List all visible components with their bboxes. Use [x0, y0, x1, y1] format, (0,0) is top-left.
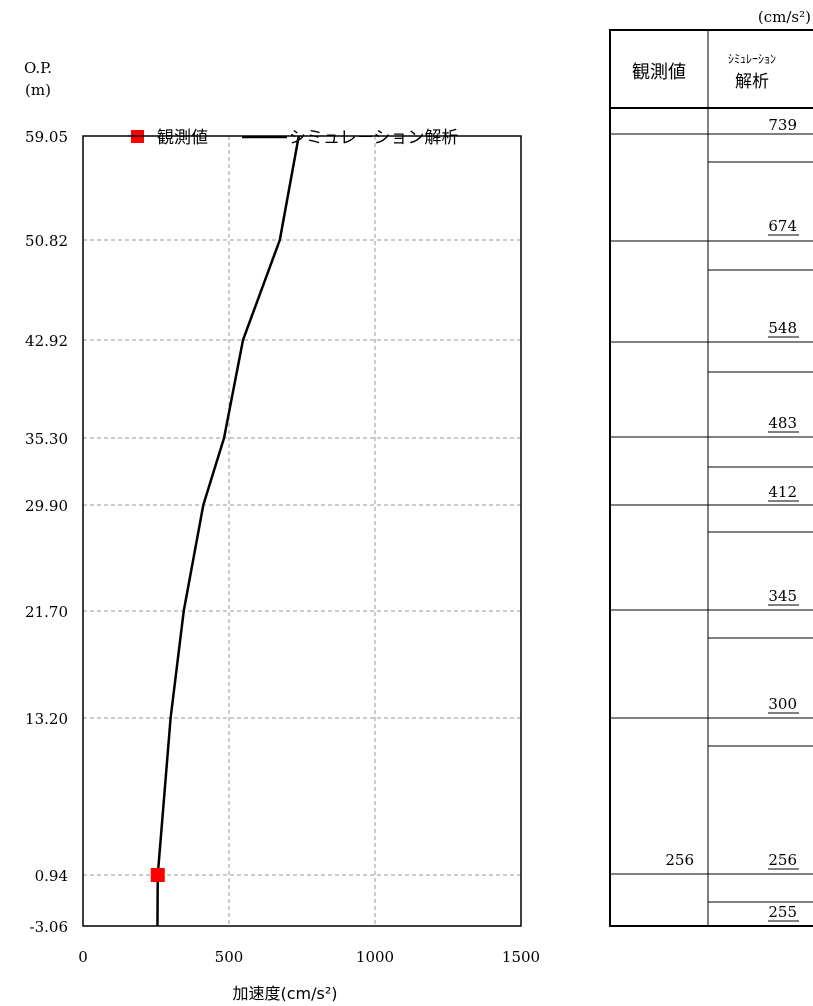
y-tick-label: 13.20 [25, 710, 68, 728]
x-axis-label: 加速度(cm/s²) [232, 984, 337, 1003]
table-cell-simulation: 412 [768, 483, 797, 501]
table-header-sim-line1: ｼﾐｭﾚｰｼｮﾝ [728, 52, 776, 66]
simulation-series-line [156, 135, 301, 927]
x-tick-label: 1500 [502, 948, 540, 966]
table-cell-simulation: 256 [768, 851, 797, 869]
table-cell-observed: 256 [665, 851, 694, 869]
table-header-observed: 観測値 [632, 62, 686, 83]
y-tick-label: 0.94 [35, 867, 68, 885]
x-tick-labels: 0 500 1000 1500 [78, 948, 540, 966]
x-tick-label: 500 [215, 948, 244, 966]
y-tick-label: 21.70 [25, 603, 68, 621]
table-frame [609, 29, 813, 927]
table-cell-simulation: 345 [768, 587, 797, 605]
y-tick-label: 59.05 [25, 128, 68, 146]
y-tick-label: 50.82 [25, 232, 68, 250]
y-tick-label: 35.30 [25, 430, 68, 448]
y-axis-label-unit: (m) [25, 81, 51, 99]
legend-observed-label: 観測値 [157, 128, 208, 148]
plot-frame [82, 135, 522, 927]
observed-point [150, 868, 165, 882]
table-cell-simulation: 300 [768, 695, 797, 713]
x-tick-label: 1000 [356, 948, 394, 966]
table-cell-simulation: 548 [768, 319, 797, 337]
table-header-sim-line2: 解析 [735, 72, 769, 92]
table-unit: (cm/s²) [758, 8, 811, 26]
table-body: 739 674 548 483 412 345 300 256 256 255 [610, 116, 813, 922]
table-cell-simulation: 739 [768, 116, 797, 134]
y-axis-label-op: O.P. [24, 59, 52, 77]
y-tick-label: -3.06 [30, 918, 68, 936]
x-tick-label: 0 [78, 948, 88, 966]
table-cell-simulation: 483 [768, 414, 797, 432]
y-tick-label: 42.92 [25, 332, 68, 350]
table-cell-simulation: 674 [768, 217, 797, 235]
table-cell-simulation: 255 [768, 903, 797, 921]
grid-lines [83, 136, 521, 926]
y-tick-labels: 59.05 50.82 42.92 35.30 29.90 21.70 13.20 0.94 -… [25, 128, 68, 936]
observed-series-markers [150, 868, 165, 882]
legend-simulation-label: シミュレーション解析 [289, 128, 458, 148]
y-tick-label: 29.90 [25, 497, 68, 515]
